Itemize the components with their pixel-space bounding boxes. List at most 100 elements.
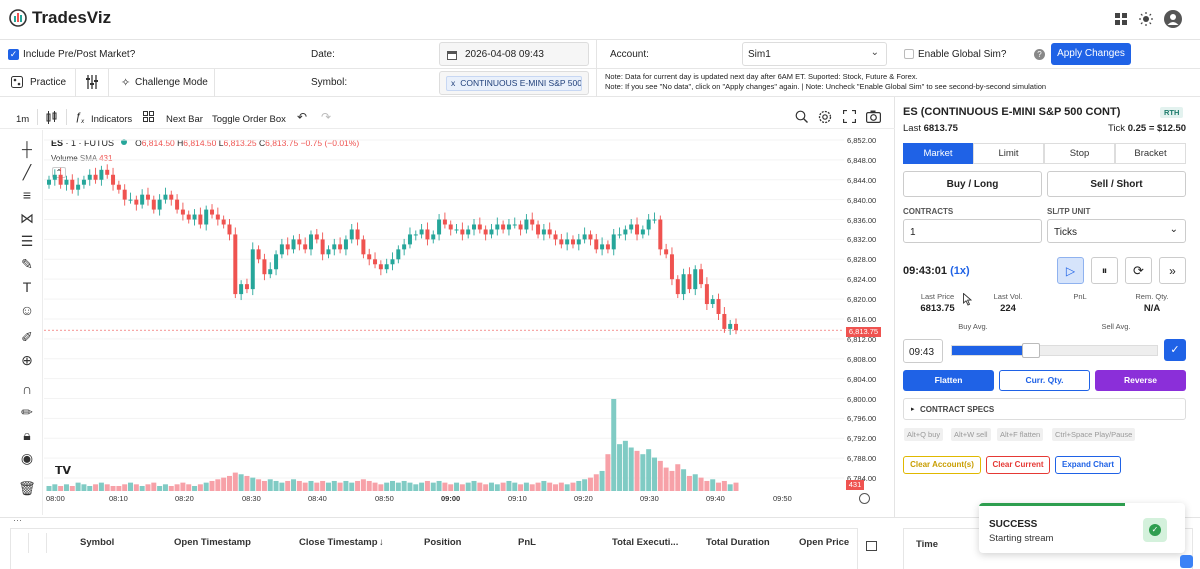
sun-icon[interactable] <box>1139 12 1153 26</box>
apply-changes-button[interactable]: Apply Changes <box>1051 43 1131 65</box>
symbol-chip[interactable]: x CONTINUOUS E-MINI S&P 500 <box>446 76 582 91</box>
pause-icon[interactable]: ⏸︎ <box>1091 257 1118 284</box>
confirm-time-check-icon[interactable]: ✓ <box>1164 339 1186 361</box>
col-total-duration[interactable]: Total Duration <box>706 537 770 548</box>
brush-icon[interactable]: ✎ <box>21 256 33 272</box>
divider <box>596 69 597 97</box>
volume-bar <box>547 482 553 491</box>
col-pnl[interactable]: PnL <box>518 537 536 548</box>
fullscreen-icon[interactable] <box>843 110 856 123</box>
buy-long-button[interactable]: Buy / Long <box>903 171 1042 197</box>
col-open-timestamp[interactable]: Open Timestamp <box>174 537 251 548</box>
candle-body <box>250 249 255 290</box>
interval-button[interactable]: 1m <box>16 114 30 125</box>
y-tick-label: 6,788.00 <box>847 454 877 464</box>
price-chart[interactable] <box>44 130 844 508</box>
ruler-icon[interactable]: ✐ <box>21 329 33 345</box>
timeline-slider[interactable] <box>951 343 1158 358</box>
alert-icon[interactable] <box>795 110 808 123</box>
fib-icon[interactable]: ≡ <box>22 187 32 203</box>
text-icon[interactable]: T <box>22 279 32 295</box>
fast-forward-icon[interactable]: » <box>1159 257 1186 284</box>
col-symbol[interactable]: Symbol <box>80 537 115 548</box>
volume-bar <box>186 484 192 491</box>
date-field[interactable]: 2026-04-08 09:43 <box>439 42 589 66</box>
pattern-icon[interactable]: ⋈ <box>20 210 34 226</box>
layout-icon[interactable] <box>143 111 154 122</box>
trend-line-icon[interactable]: ╱ <box>22 164 32 180</box>
order-type-limit[interactable]: Limit <box>973 143 1044 164</box>
volume-bar <box>226 475 232 491</box>
more-icon[interactable]: ··· <box>13 515 22 525</box>
crosshair-icon[interactable]: ┼ <box>22 141 32 157</box>
clear-accounts-button[interactable]: Clear Account(s) <box>903 456 981 474</box>
symbol-remove-icon[interactable]: x <box>451 78 456 88</box>
chat-icon[interactable] <box>1180 555 1193 568</box>
sltp-select[interactable]: Ticks ⌄ <box>1047 219 1186 243</box>
challenge-mode-button[interactable]: Challenge Mode <box>135 77 208 88</box>
candle-body <box>111 174 116 185</box>
reverse-button[interactable]: Reverse <box>1095 370 1186 391</box>
redo-icon[interactable]: ↷ <box>321 110 332 124</box>
camera-icon[interactable] <box>866 110 881 123</box>
next-bar-button[interactable]: Next Bar <box>166 114 203 125</box>
volume-bar <box>564 484 570 491</box>
global-sim-checkbox[interactable] <box>904 49 914 59</box>
col-time[interactable]: Time <box>916 539 939 550</box>
sell-short-button[interactable]: Sell / Short <box>1047 171 1186 197</box>
time-input[interactable]: 09:43 <box>903 339 943 363</box>
candles-icon[interactable] <box>46 111 58 124</box>
help-icon[interactable]: ? <box>1034 49 1045 60</box>
toggle-order-box-button[interactable]: Toggle Order Box <box>212 114 286 125</box>
refresh-icon[interactable]: ⟳ <box>1125 257 1152 284</box>
candle-body <box>530 219 535 225</box>
contract-specs-toggle[interactable]: ▸ CONTRACT SPECS <box>903 398 1186 420</box>
x-tick-label: 09:10 <box>508 494 527 503</box>
flatten-button[interactable]: Flatten <box>903 370 994 391</box>
settings-gear-icon[interactable] <box>818 110 832 124</box>
symbol-field[interactable]: x CONTINUOUS E-MINI S&P 500 <box>439 71 589 95</box>
order-type-stop[interactable]: Stop <box>1044 143 1115 164</box>
column-divider <box>28 533 29 553</box>
candle-body <box>652 219 657 221</box>
eye-icon[interactable]: ◉ <box>20 450 34 466</box>
emoji-icon[interactable]: ☺ <box>19 302 35 318</box>
undo-icon[interactable]: ↶ <box>297 110 308 124</box>
col-position[interactable]: Position <box>424 537 462 548</box>
candle-body <box>215 214 220 220</box>
user-icon[interactable] <box>1164 10 1182 28</box>
grid-icon[interactable] <box>1115 13 1127 25</box>
col-open-price[interactable]: Open Price <box>799 537 850 548</box>
trash-icon[interactable]: 🗑︎ <box>18 480 36 496</box>
col-close-timestamp[interactable]: Close Timestamp <box>299 537 378 548</box>
logo[interactable]: TradesViz <box>8 8 111 28</box>
volume-bar <box>122 484 128 491</box>
prediction-icon[interactable]: ☰ <box>20 233 34 249</box>
prepost-checkbox[interactable]: ✓ <box>8 49 19 60</box>
lock-drawing-icon[interactable]: ✏ <box>21 404 33 420</box>
magnet-icon[interactable]: ∩ <box>21 381 33 397</box>
contracts-input[interactable]: 1 <box>903 219 1042 243</box>
order-type-bracket[interactable]: Bracket <box>1115 143 1186 164</box>
time-zone-icon[interactable] <box>859 493 870 504</box>
expand-chart-button[interactable]: Expand Chart <box>1055 456 1121 474</box>
sort-desc-icon[interactable]: ↓ <box>379 537 384 548</box>
play-icon[interactable]: ▷ <box>1057 257 1084 284</box>
candle-body <box>326 249 331 255</box>
timeline-handle[interactable] <box>1021 343 1040 358</box>
current-qty-button[interactable]: Curr. Qty. <box>999 370 1090 391</box>
zoom-icon[interactable]: ⊕ <box>21 352 33 368</box>
candle-body <box>728 323 733 329</box>
indicators-button[interactable]: Indicators <box>91 114 133 125</box>
practice-button[interactable]: Practice <box>30 77 67 88</box>
lock-icon[interactable]: 🔒︎ <box>23 427 31 443</box>
success-toast[interactable]: SUCCESS Starting stream ✓ <box>979 503 1185 553</box>
sliders-icon[interactable] <box>86 75 98 89</box>
account-select[interactable]: Sim1 ⌄ <box>742 42 887 66</box>
col-total-executions[interactable]: Total Executi... <box>612 537 679 548</box>
candle-body <box>186 214 191 220</box>
order-type-market[interactable]: Market <box>903 143 973 164</box>
clear-current-button[interactable]: Clear Current <box>986 456 1050 474</box>
volume-bar <box>151 482 157 491</box>
table-columns-icon[interactable] <box>866 541 877 551</box>
